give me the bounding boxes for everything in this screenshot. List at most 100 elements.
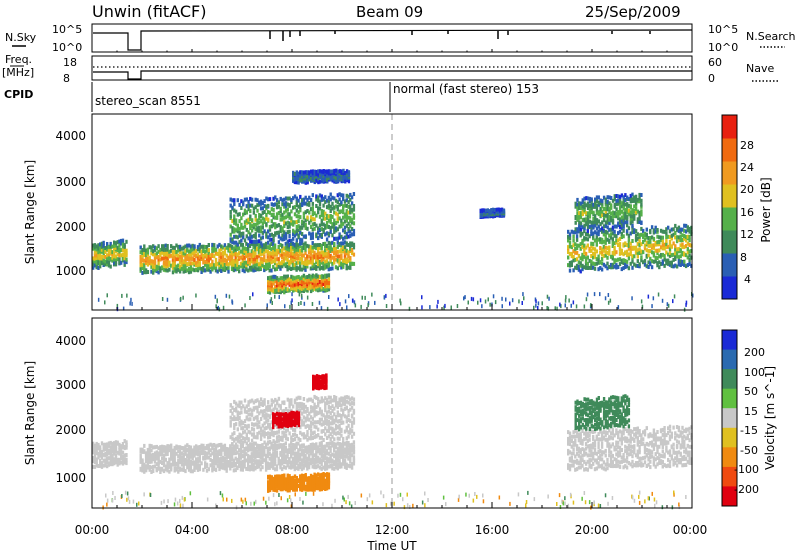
- power-echo-cell: [265, 222, 267, 226]
- power-echo-cell: [628, 266, 630, 270]
- power-echo-speck: [668, 304, 670, 308]
- velocity-echo-cell: [230, 424, 232, 428]
- power-echo-cell: [683, 260, 685, 264]
- power-echo-cell: [342, 194, 344, 198]
- power-echo-cell: [626, 223, 628, 227]
- power-echo-cell: [278, 200, 280, 204]
- station-title: Unwin (fitACF): [92, 2, 206, 21]
- velocity-echo-cell: [249, 417, 251, 421]
- power-echo-speck: [284, 304, 286, 308]
- velocity-echo-cell: [290, 398, 292, 402]
- power-echo-cell: [628, 238, 630, 242]
- power-echo-speck: [267, 303, 269, 307]
- power-echo-cell: [166, 244, 168, 248]
- power-echo-speck: [488, 297, 490, 301]
- power-echo-speck: [463, 296, 465, 300]
- power-echo-cell: [607, 225, 609, 229]
- power-echo-speck: [339, 302, 341, 306]
- velocity-echo-cell: [306, 407, 308, 411]
- power-echo-cell: [312, 232, 314, 236]
- power-echo-cell: [324, 195, 326, 199]
- power-echo-speck: [337, 298, 339, 302]
- power-echo-cell: [331, 215, 333, 219]
- velocity-echo-cell: [287, 437, 289, 441]
- power-echo-speck: [489, 303, 491, 307]
- power-echo-cell: [592, 242, 594, 246]
- power-echo-cell: [272, 238, 274, 242]
- power-echo-cell: [149, 256, 151, 260]
- power-echo-cell: [585, 252, 587, 256]
- power-echo-cell: [265, 242, 267, 246]
- power-echo-cell: [305, 223, 307, 227]
- power-echo-cell: [572, 239, 574, 243]
- velocity-echo-cell: [261, 465, 263, 469]
- power-echo-cell: [299, 208, 301, 212]
- power-echo-speck: [586, 297, 588, 301]
- power-cbar-tick-28: 28: [740, 139, 754, 152]
- power-echo-cell: [569, 236, 571, 240]
- power-echo-cell: [125, 249, 127, 253]
- nsearch-tick-top: 10^5: [708, 23, 738, 36]
- power-echo-cell: [626, 260, 628, 264]
- velocity-echo-cell: [340, 428, 342, 432]
- velocity-echo-cell: [251, 413, 253, 417]
- velocity-echo-cell: [200, 461, 202, 465]
- power-echo-cell: [297, 199, 299, 203]
- power-echo-speck: [362, 296, 364, 300]
- velocity-echo-cell: [292, 405, 294, 409]
- power-echo-speck: [481, 304, 483, 308]
- velocity-echo-cell: [237, 427, 239, 431]
- power-echo-cell: [331, 202, 333, 206]
- nave-tick-bottom: 0: [708, 72, 715, 85]
- power-echo-cell: [576, 234, 578, 238]
- power-echo-speck: [535, 304, 537, 308]
- velocity-echo-cell: [342, 421, 344, 425]
- power-echo-cell: [601, 268, 603, 272]
- power-echo-cell: [240, 206, 242, 210]
- velocity-echo-cell: [143, 444, 145, 448]
- power-echo-speck: [537, 306, 539, 310]
- power-echo-cell: [249, 215, 251, 219]
- power-colorbar-label: Power [dB]: [759, 177, 773, 242]
- power-echo-cell: [622, 229, 624, 233]
- velocity-echo-cell: [240, 401, 242, 405]
- power-echo-speck: [559, 303, 561, 307]
- power-echo-cell: [227, 270, 229, 274]
- power-echo-speck: [608, 301, 610, 305]
- velocity-echo-cell: [199, 467, 201, 471]
- power-echo-cell: [631, 239, 633, 243]
- freq-trace: [93, 71, 692, 79]
- power-echo-speck: [289, 305, 291, 309]
- power-echo-speck: [590, 303, 592, 307]
- power-echo-cell: [665, 231, 667, 235]
- power-echo-speck: [304, 302, 306, 306]
- power-echo-cell: [238, 212, 240, 216]
- power-echo-cell: [340, 254, 342, 258]
- power-echo-cell: [288, 230, 290, 234]
- power-echo-cell: [348, 170, 350, 174]
- power-echo-cell: [313, 217, 315, 221]
- power-echo-speck: [429, 305, 431, 309]
- power-echo-cell: [312, 202, 314, 206]
- power-echo-cell: [662, 236, 664, 240]
- power-colorbar-cell: [722, 276, 737, 300]
- velocity-echo-cell: [351, 466, 353, 470]
- power-echo-cell: [233, 214, 235, 218]
- power-echo-cell: [349, 256, 351, 260]
- power-echo-cell: [125, 240, 127, 244]
- power-echo-cell: [237, 198, 239, 202]
- velocity-echo-cell: [342, 437, 344, 441]
- nsky-dropouts: [270, 31, 650, 41]
- power-colorbar-cell: [722, 207, 737, 231]
- power-echo-speck: [346, 305, 348, 309]
- cpid-label: CPID: [4, 88, 33, 101]
- power-echo-cell: [633, 254, 635, 258]
- velocity-echo-cell: [333, 437, 335, 441]
- power-echo-cell: [608, 246, 610, 250]
- power-echo-cell: [576, 238, 578, 242]
- power-echo-speck: [271, 297, 273, 301]
- power-echo-speck: [610, 299, 612, 303]
- power-echo-cell: [238, 269, 240, 273]
- velocity-echo-cell: [269, 440, 271, 444]
- power-echo-cell: [317, 210, 319, 214]
